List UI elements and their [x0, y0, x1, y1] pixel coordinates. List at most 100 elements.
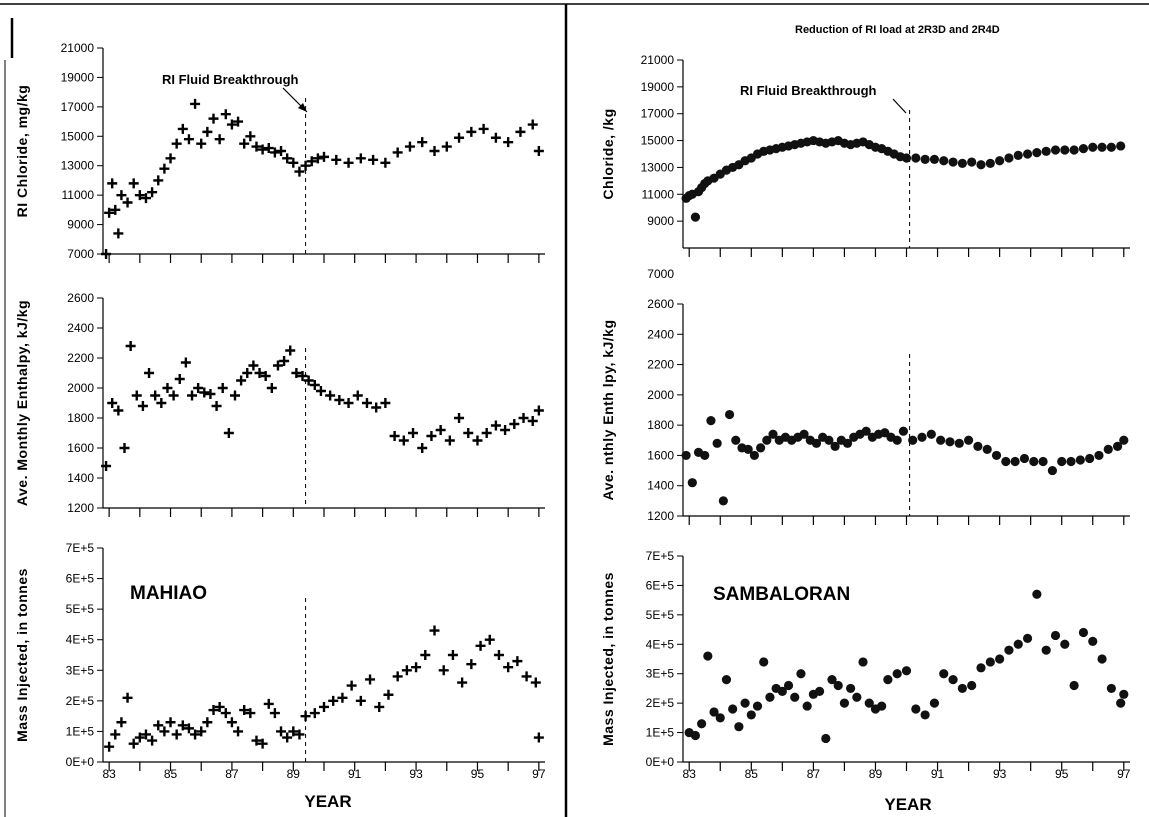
data-point	[260, 371, 271, 381]
data-point	[355, 153, 366, 164]
data-point	[995, 654, 1005, 664]
data-point	[441, 141, 452, 152]
data-point	[343, 398, 354, 408]
data-point	[481, 428, 492, 438]
y-axis-title: RI Chloride, mg/kg	[14, 85, 30, 218]
data-point	[226, 717, 237, 728]
data-point	[319, 151, 329, 162]
data-point	[119, 443, 130, 453]
data-point	[945, 437, 955, 447]
data-point	[1041, 645, 1051, 655]
data-point	[285, 345, 296, 356]
data-point	[712, 438, 722, 448]
data-point	[743, 444, 753, 454]
scatter-plots: 7000 9000 11000 13000 15000 17000 19000 21000 RI…	[14, 41, 1131, 781]
data-point	[438, 665, 449, 676]
data-point	[973, 441, 983, 451]
x-tick-label: 91	[931, 767, 945, 781]
data-point	[911, 153, 921, 163]
data-point	[408, 428, 419, 438]
y-tick-label: 13000	[641, 160, 675, 174]
data-point	[697, 719, 707, 729]
y-tick-label: 9000	[67, 218, 94, 232]
data-point	[263, 143, 274, 154]
data-point	[917, 432, 927, 442]
data-point	[153, 175, 164, 186]
data-point	[500, 425, 511, 435]
data-point	[331, 154, 342, 165]
x-tick-label: 93	[993, 767, 1007, 781]
data-point	[864, 698, 874, 708]
data-point	[187, 390, 198, 401]
data-point	[398, 435, 409, 446]
data-point	[1078, 627, 1089, 638]
data-point	[368, 154, 379, 165]
data-point	[503, 662, 514, 673]
data-point	[137, 401, 148, 411]
data-point	[976, 663, 986, 673]
data-point	[1001, 456, 1011, 467]
x-tick-label: 97	[532, 767, 546, 781]
data-point	[1097, 142, 1107, 152]
data-point	[783, 680, 794, 691]
data-point	[533, 732, 544, 743]
data-point	[799, 429, 809, 439]
data-point	[171, 729, 182, 740]
data-point	[110, 729, 121, 740]
data-point	[521, 671, 532, 682]
y-tick-label: 7000	[67, 247, 94, 261]
data-point	[1085, 453, 1095, 464]
data-point	[177, 123, 188, 134]
data-point	[101, 461, 112, 471]
data-point	[518, 413, 529, 423]
data-point	[515, 126, 526, 137]
y-tick-label: 1400	[647, 479, 674, 493]
data-point	[883, 675, 893, 685]
data-point	[371, 402, 382, 413]
data-point	[279, 356, 290, 366]
data-point	[527, 119, 538, 130]
data-point	[233, 726, 244, 737]
data-point	[107, 398, 118, 408]
y-tick-label: 11000	[62, 188, 95, 202]
data-point	[936, 435, 946, 445]
data-point	[768, 429, 778, 439]
y-tick-label: 0E+0	[646, 755, 675, 769]
chart-left-mass: 0E+0 1E+5 2E+5 3E+5 4E+5 5E+5 6E+5 7E+5 83 85 87 89…	[14, 541, 546, 781]
y-tick-label: 19000	[61, 70, 95, 84]
data-point	[144, 368, 155, 378]
data-point	[1106, 142, 1116, 152]
x-tick-label: 87	[807, 767, 821, 781]
x-tick-label: 93	[409, 767, 423, 781]
data-point	[509, 419, 520, 429]
data-point	[1069, 680, 1079, 691]
data-point	[490, 420, 501, 431]
data-point	[343, 157, 354, 168]
data-point	[715, 713, 725, 723]
data-point	[180, 357, 191, 368]
data-point	[294, 166, 305, 177]
data-point	[263, 698, 274, 709]
data-point	[1066, 456, 1076, 467]
data-point	[309, 380, 320, 390]
data-point	[746, 710, 756, 720]
data-point	[392, 147, 403, 158]
data-point	[242, 368, 253, 378]
data-point	[328, 695, 339, 706]
left-x-axis-title: YEAR	[304, 792, 351, 811]
data-point	[802, 701, 812, 711]
y-tick-label: 1400	[67, 471, 94, 485]
y-tick-label: 15000	[61, 129, 95, 143]
data-point	[346, 680, 357, 691]
data-point	[426, 431, 437, 441]
data-point	[892, 669, 902, 679]
y-tick-label: 0E+0	[66, 755, 95, 769]
data-point	[303, 375, 314, 386]
data-point	[1019, 453, 1030, 464]
x-tick-label: 89	[869, 767, 883, 781]
data-point	[527, 416, 538, 426]
data-point	[165, 717, 176, 728]
data-point	[380, 398, 391, 408]
left-site-label: MAHIAO	[130, 583, 207, 604]
data-point	[239, 138, 250, 149]
